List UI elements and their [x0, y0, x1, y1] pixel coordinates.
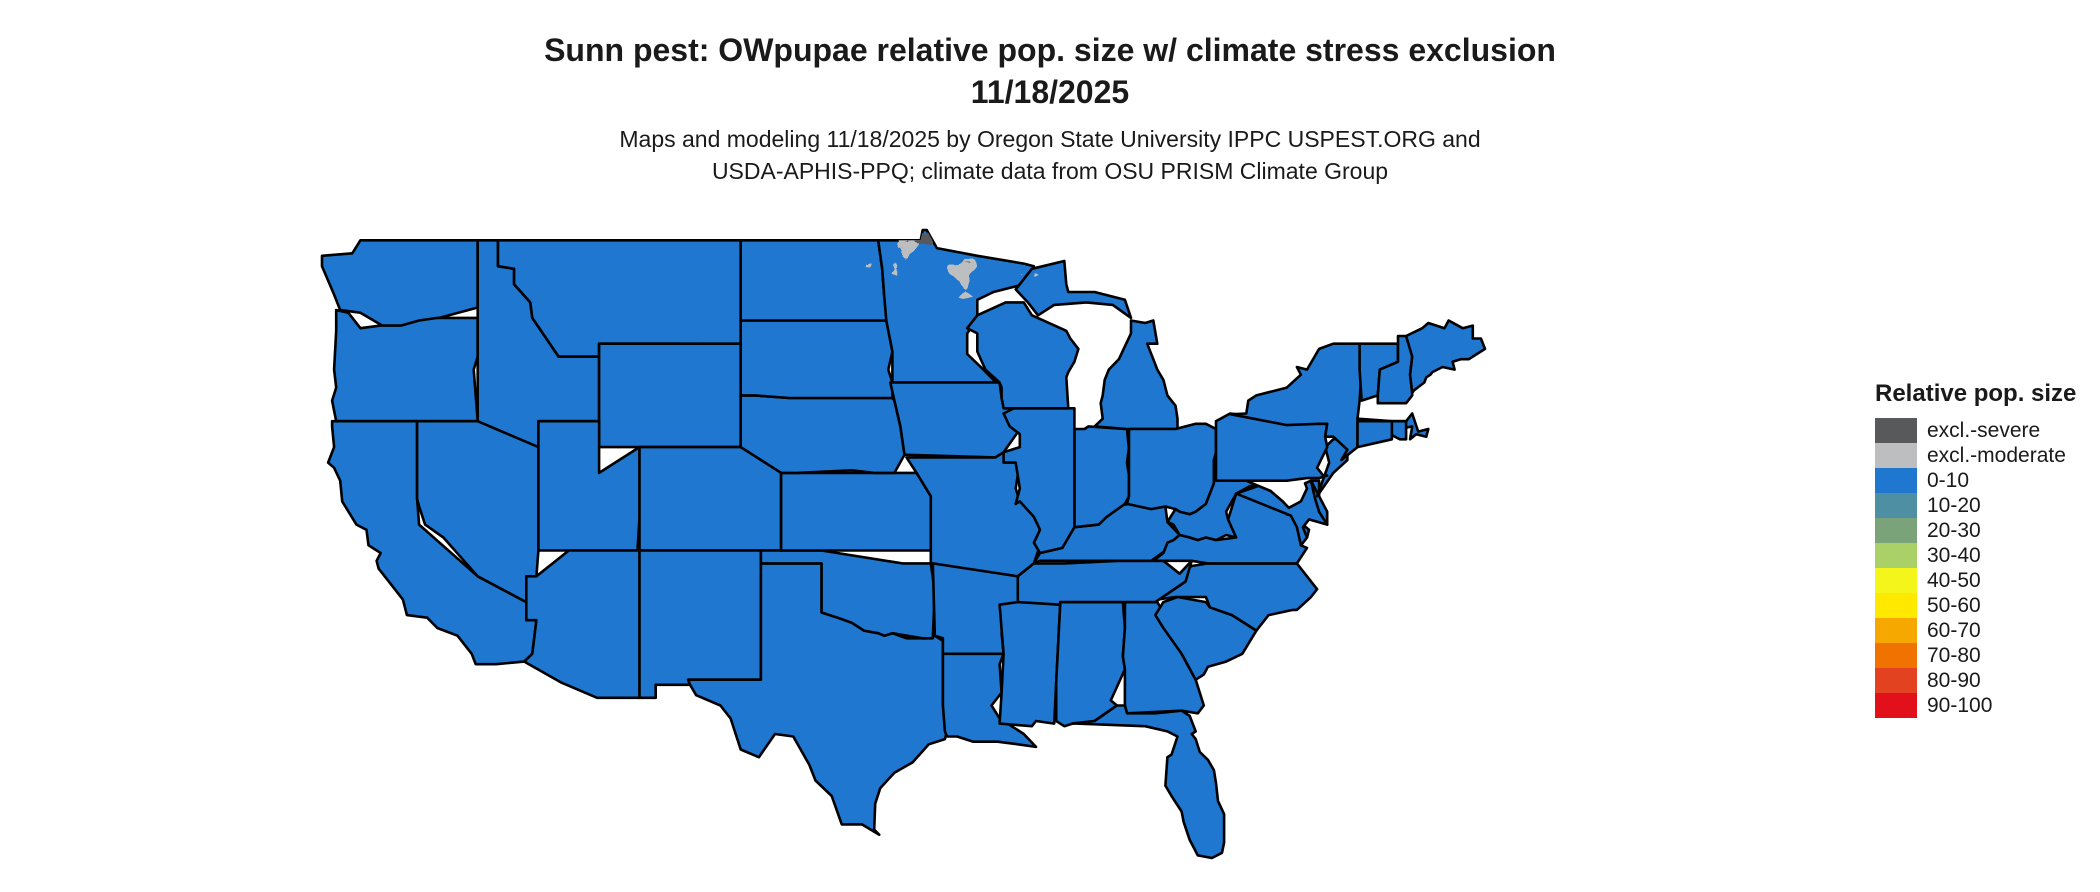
- WY: [599, 344, 741, 447]
- AZ: [524, 551, 639, 698]
- MS: [1000, 602, 1061, 726]
- KS: [781, 473, 931, 551]
- NE: [741, 395, 905, 473]
- OH: [1127, 424, 1216, 515]
- CO: [640, 447, 782, 550]
- NM: [640, 551, 761, 698]
- CT: [1358, 421, 1392, 447]
- OR: [332, 310, 478, 421]
- ME: [1406, 321, 1485, 393]
- FL: [1072, 706, 1224, 859]
- SD: [741, 321, 893, 399]
